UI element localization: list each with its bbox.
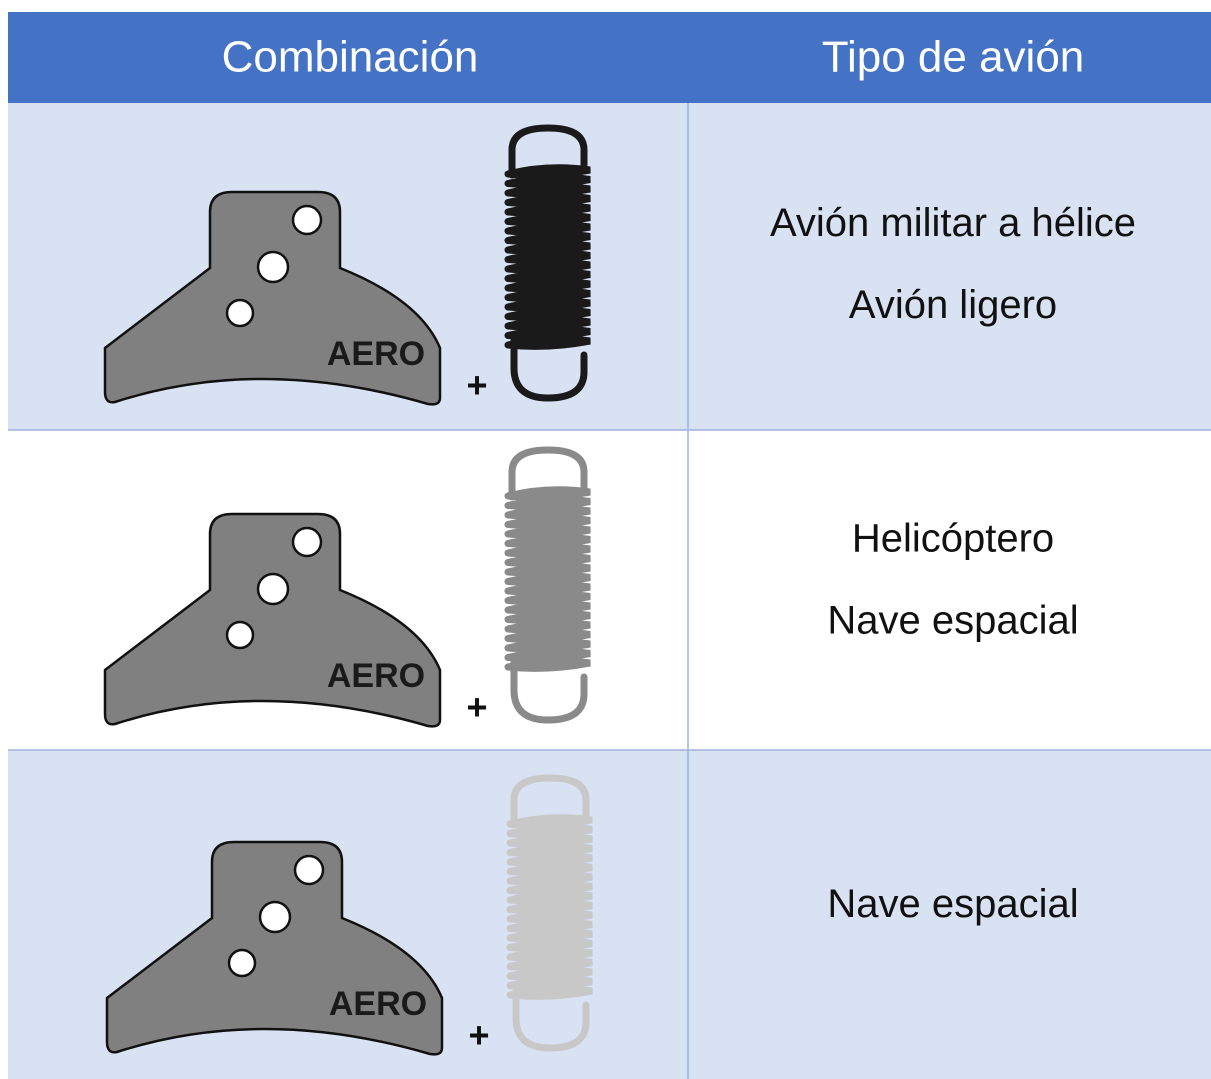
spring-coil — [506, 814, 593, 829]
spring-coil — [506, 852, 593, 867]
plus-sign: + — [466, 365, 487, 406]
spring-coil — [504, 192, 591, 208]
spring-coil — [504, 211, 591, 227]
piece-hole — [225, 298, 255, 328]
spring-coil — [504, 619, 591, 634]
spring-coil — [504, 543, 591, 558]
piece-hole — [225, 620, 255, 650]
piece-label: AERO — [329, 985, 427, 1023]
spring-coil — [504, 240, 591, 255]
spring-coil — [506, 899, 593, 915]
spring-coil — [504, 259, 591, 274]
spring-coil — [504, 647, 591, 663]
plane-type: Avión militar a hélice — [770, 201, 1136, 245]
spring-coil — [504, 221, 591, 236]
spring-hook — [510, 774, 590, 829]
piece-hole — [291, 204, 323, 236]
spring-coil — [504, 495, 591, 511]
spring-coil — [504, 230, 591, 246]
plus-sign: + — [468, 1015, 489, 1056]
spring-coil — [504, 202, 591, 217]
spring-hook — [508, 124, 588, 179]
plane-type: Nave espacial — [827, 599, 1078, 643]
spring-coil — [504, 316, 591, 331]
spring — [506, 774, 593, 1052]
combination: AERO + — [103, 124, 591, 406]
spring-coil — [506, 928, 593, 943]
spring-coil — [504, 533, 591, 549]
spring-coil — [504, 600, 591, 615]
plane-type: Nave espacial — [827, 882, 1078, 926]
piece-hole — [258, 900, 292, 934]
spring-coil — [504, 173, 591, 189]
piece-hole — [256, 572, 290, 606]
header-bar — [8, 12, 1211, 103]
spring-hook — [512, 986, 590, 1052]
spring-coil — [504, 306, 591, 322]
spring-coil — [504, 505, 591, 520]
spring-coil — [504, 278, 591, 293]
plane-type: Helicóptero — [852, 517, 1054, 561]
spring-coil — [504, 249, 591, 265]
table-body: AERO + Avión militar a hélice Avión ligero A… — [8, 103, 1211, 1079]
spring-coil — [506, 890, 593, 905]
spring-coil — [506, 833, 593, 848]
spring-coil — [504, 581, 591, 596]
spring-coil — [506, 871, 593, 886]
spring-coil — [504, 335, 591, 350]
combination: AERO + — [105, 774, 593, 1056]
spring-coil — [504, 628, 591, 644]
piece-hole — [293, 854, 325, 886]
spring-coil — [506, 975, 593, 991]
spring-coil — [506, 861, 593, 877]
spring-coil — [506, 966, 593, 981]
spring-coil — [504, 486, 591, 501]
spring-coil — [504, 514, 591, 530]
header-cell: Tipo de avión — [822, 33, 1085, 82]
spring — [504, 124, 591, 402]
spring-coil — [504, 325, 591, 341]
piece-hole — [227, 948, 257, 978]
spring-coil — [506, 842, 593, 858]
spring-hook — [510, 336, 588, 402]
spring-coil — [504, 562, 591, 577]
spring-coil — [504, 552, 591, 568]
spring-coil — [506, 985, 593, 1000]
spring-coil — [506, 937, 593, 953]
piece-label: AERO — [327, 335, 425, 373]
spring-coil — [504, 164, 591, 179]
spring-coil — [506, 823, 593, 839]
spring-coil — [504, 287, 591, 303]
combination: AERO + — [103, 446, 591, 728]
spring-coil — [504, 609, 591, 625]
spring-coil — [506, 947, 593, 962]
spring-coil — [504, 183, 591, 198]
spring-coil — [504, 524, 591, 539]
spring-hook — [510, 658, 588, 724]
piece-hole — [291, 526, 323, 558]
spring — [504, 446, 591, 724]
plus-sign: + — [466, 687, 487, 728]
spring-coil — [506, 880, 593, 896]
piece-hole — [256, 250, 290, 284]
spring-coil — [504, 657, 591, 672]
spring-coil — [506, 918, 593, 934]
plane-type: Avión ligero — [849, 283, 1057, 327]
piece-label: AERO — [327, 657, 425, 695]
header-cell: Combinación — [222, 33, 479, 82]
spring-coil — [506, 956, 593, 972]
spring-coil — [506, 909, 593, 924]
spring-coil — [504, 590, 591, 606]
spring-coil — [504, 297, 591, 312]
spring-coil — [504, 638, 591, 653]
spring-coil — [504, 268, 591, 284]
spring-coil — [504, 571, 591, 587]
spring-hook — [508, 446, 588, 501]
